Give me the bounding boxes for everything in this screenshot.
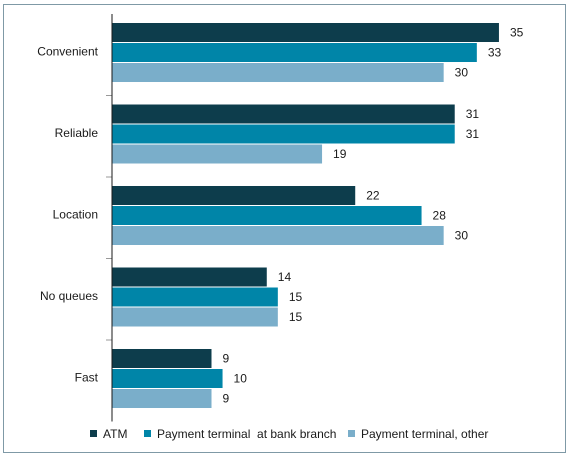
value-label: 31	[466, 127, 480, 141]
value-label: 30	[455, 66, 469, 80]
legend-swatch	[144, 430, 151, 437]
value-label: 35	[510, 26, 524, 40]
category-label: Fast	[75, 371, 99, 385]
value-label: 15	[289, 290, 303, 304]
bar-location-series-2	[112, 226, 444, 245]
bar-convenient-series-0	[112, 23, 499, 42]
legend-label: Payment terminal at bank branch	[157, 427, 336, 441]
bar-no-queues-series-2	[112, 307, 278, 327]
legend-swatch	[348, 430, 355, 437]
category-label: Convenient	[37, 45, 98, 59]
group-separators	[106, 95, 112, 341]
value-label: 9	[223, 392, 230, 406]
legend-swatch	[90, 430, 97, 437]
legend-label: Payment terminal, other	[361, 427, 488, 441]
legend-label: ATM	[103, 427, 127, 441]
value-label: 28	[433, 209, 447, 223]
category-labels: Convenient Reliable Location No queues Fast	[37, 45, 98, 385]
value-label: 33	[488, 46, 502, 60]
bar-fast-series-1	[112, 369, 223, 388]
bar-reliable-series-2	[112, 144, 323, 164]
bar-convenient-series-1	[112, 43, 477, 62]
bar-location-series-0	[112, 186, 356, 205]
bar-reliable-series-1	[112, 124, 455, 144]
bar-fast-series-2	[112, 389, 212, 408]
value-labels: 35 33 30 31 31 19 22 28 30 14 15 15 9 10 9	[223, 26, 524, 406]
bar-reliable-series-0	[112, 104, 455, 124]
legend: ATM Payment terminal at bank branch Paymen…	[90, 427, 488, 441]
bar-no-queues-series-0	[112, 267, 267, 287]
bars	[112, 23, 499, 408]
bar-convenient-series-2	[112, 63, 444, 82]
value-label: 14	[278, 270, 292, 284]
bar-no-queues-series-1	[112, 287, 278, 307]
value-label: 22	[366, 189, 380, 203]
value-label: 10	[234, 372, 248, 386]
value-label: 19	[333, 147, 347, 161]
category-label: Reliable	[55, 126, 99, 140]
value-label: 15	[289, 310, 303, 324]
value-label: 30	[455, 229, 469, 243]
bar-fast-series-0	[112, 349, 212, 368]
value-label: 31	[466, 107, 480, 121]
bar-location-series-1	[112, 206, 422, 225]
value-label: 9	[223, 352, 230, 366]
category-label: No queues	[40, 289, 98, 303]
category-label: Location	[53, 208, 98, 222]
